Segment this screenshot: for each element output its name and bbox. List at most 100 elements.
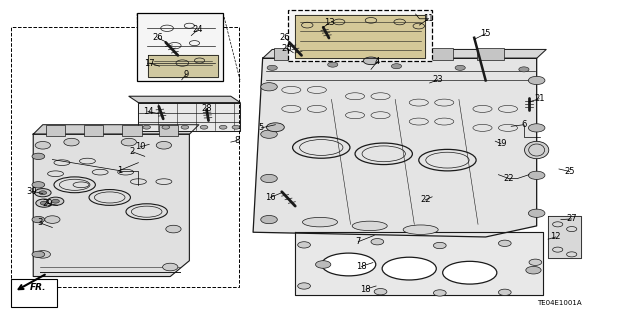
Circle shape [529, 76, 545, 85]
Text: 9: 9 [184, 70, 189, 78]
Text: 14: 14 [143, 107, 153, 116]
Bar [11, 279, 57, 308]
Bar [84, 125, 103, 136]
Circle shape [39, 191, 47, 195]
Circle shape [35, 250, 51, 258]
Text: 2: 2 [129, 147, 134, 156]
Text: 26: 26 [280, 33, 291, 42]
Text: 18: 18 [356, 262, 367, 271]
Bar [46, 125, 65, 136]
Circle shape [298, 242, 310, 248]
Polygon shape [33, 134, 189, 277]
Circle shape [260, 174, 277, 182]
Bar [288, 10, 431, 61]
Circle shape [200, 125, 208, 129]
Text: 5: 5 [259, 123, 264, 132]
Circle shape [35, 189, 51, 197]
Ellipse shape [321, 253, 376, 276]
Text: 10: 10 [135, 142, 145, 151]
Bar [159, 125, 178, 136]
Circle shape [166, 225, 181, 233]
Text: 17: 17 [145, 59, 155, 68]
Text: 27: 27 [566, 214, 577, 223]
Circle shape [374, 288, 387, 295]
Text: 29: 29 [42, 199, 52, 208]
Circle shape [45, 216, 60, 223]
Bar [274, 48, 301, 60]
Circle shape [529, 259, 541, 265]
Text: 22: 22 [420, 196, 430, 204]
Circle shape [266, 123, 284, 132]
Circle shape [156, 141, 172, 149]
Bar [376, 48, 403, 60]
Circle shape [47, 197, 64, 205]
Text: 4: 4 [375, 57, 380, 66]
Bar [11, 27, 239, 286]
Circle shape [32, 182, 45, 188]
Bar [325, 48, 352, 60]
Text: 26: 26 [152, 33, 163, 42]
Ellipse shape [525, 141, 548, 159]
Ellipse shape [303, 217, 337, 227]
Circle shape [40, 201, 48, 205]
Polygon shape [129, 96, 241, 103]
Text: 8: 8 [234, 136, 240, 145]
Circle shape [32, 216, 45, 223]
Circle shape [529, 171, 545, 179]
Polygon shape [262, 49, 546, 58]
Text: TE04E1001A: TE04E1001A [537, 300, 581, 306]
Ellipse shape [382, 257, 436, 280]
Text: 30: 30 [27, 187, 37, 196]
Circle shape [267, 65, 277, 70]
Text: 22: 22 [504, 174, 514, 183]
Circle shape [143, 125, 150, 129]
Circle shape [526, 266, 541, 274]
Circle shape [163, 263, 178, 271]
Text: 24: 24 [193, 25, 203, 34]
Text: 16: 16 [265, 193, 276, 202]
Text: 13: 13 [324, 19, 335, 27]
Text: 20: 20 [282, 44, 292, 53]
Circle shape [519, 67, 529, 72]
Polygon shape [294, 232, 543, 295]
Circle shape [36, 199, 52, 207]
Circle shape [499, 289, 511, 295]
Circle shape [260, 215, 277, 224]
Bar [122, 125, 141, 136]
Bar [477, 48, 504, 60]
Text: 28: 28 [201, 104, 212, 113]
Circle shape [232, 125, 240, 129]
Polygon shape [253, 58, 537, 237]
Circle shape [181, 125, 189, 129]
Ellipse shape [352, 221, 387, 231]
Text: 25: 25 [564, 167, 575, 176]
Polygon shape [294, 15, 425, 58]
Text: 11: 11 [423, 14, 433, 23]
Bar [137, 13, 223, 81]
Circle shape [529, 209, 545, 217]
Text: 7: 7 [356, 237, 361, 246]
Circle shape [499, 240, 511, 247]
Circle shape [433, 290, 446, 296]
Text: FR.: FR. [30, 283, 47, 292]
Text: 3: 3 [37, 218, 42, 227]
Polygon shape [33, 125, 199, 134]
Circle shape [64, 138, 79, 146]
Polygon shape [148, 55, 218, 77]
Text: 19: 19 [496, 139, 506, 148]
Text: 6: 6 [521, 120, 527, 129]
Text: 15: 15 [481, 29, 491, 38]
Circle shape [32, 251, 45, 257]
Circle shape [455, 65, 465, 70]
Circle shape [121, 138, 136, 146]
Text: 12: 12 [550, 233, 561, 241]
Circle shape [364, 57, 379, 65]
Text: 18: 18 [360, 285, 371, 294]
Circle shape [298, 283, 310, 289]
Circle shape [32, 153, 45, 160]
Circle shape [316, 261, 331, 268]
Circle shape [220, 125, 227, 129]
Circle shape [371, 239, 384, 245]
Circle shape [260, 83, 277, 91]
Circle shape [529, 124, 545, 132]
